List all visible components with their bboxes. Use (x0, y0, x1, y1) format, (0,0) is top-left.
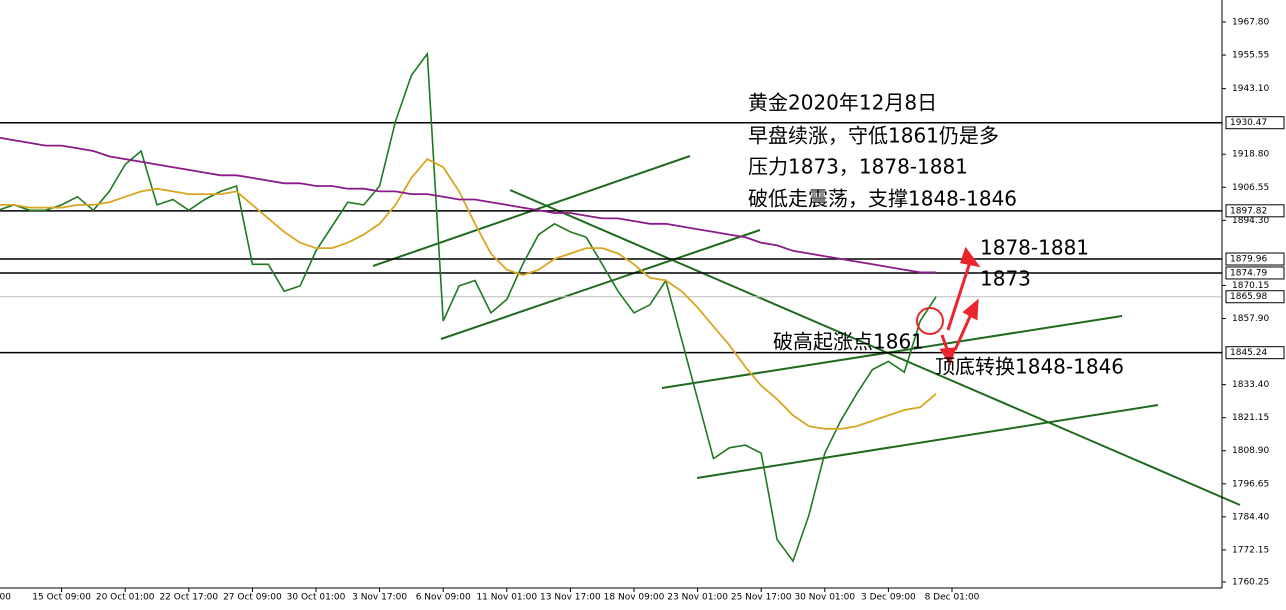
y-tick-label: 1821.15 (1232, 413, 1269, 423)
y-tick-label: 1955.55 (1232, 51, 1269, 61)
y-tick-label: 1918.80 (1232, 150, 1269, 160)
label: 1873 (980, 267, 1031, 291)
y-tick-label: 1857.90 (1232, 314, 1269, 324)
x-tick-label: 8 Dec 01:00 (925, 593, 980, 603)
x-tick-label: 6 Nov 09:00 (416, 593, 471, 603)
series-line (0, 136, 937, 274)
price-label-box (1225, 346, 1285, 360)
y-tick-label: 1796.65 (1232, 479, 1269, 489)
y-tick-label: 1870.15 (1232, 281, 1269, 291)
annotation: 黄金2020年12月8日 (748, 91, 937, 115)
price-label: 1865.98 (1230, 292, 1267, 302)
arrows (916, 246, 981, 366)
series-line (0, 51, 937, 563)
price-label-box (1225, 204, 1285, 218)
x-tick-label: 30 Nov 01:00 (794, 593, 855, 603)
y-tick-label: 1784.40 (1232, 512, 1269, 522)
y-tick-label: 1894.30 (1232, 216, 1269, 226)
label: 破高起涨点1861 (773, 330, 924, 354)
y-tick-label: 1833.40 (1232, 380, 1269, 390)
series-line (0, 157, 937, 430)
price-label: 1874.79 (1230, 268, 1267, 278)
annotation: 压力1873，1878-1881 (748, 155, 968, 179)
x-tick-label: 17:00 (0, 593, 11, 603)
y-tick-label: 1943.10 (1232, 84, 1269, 94)
label: 顶底转换1848-1846 (935, 355, 1124, 379)
price-label-box (1225, 290, 1285, 304)
y-tick-label: 1772.15 (1232, 545, 1269, 555)
x-tick-label: 15 Oct 09:00 (32, 593, 91, 603)
y-tick-label: 1906.55 (1232, 183, 1269, 193)
y-tick-label: 1967.80 (1232, 17, 1269, 27)
x-tick-label: 13 Nov 17:00 (540, 593, 601, 603)
x-tick-label: 20 Oct 01:00 (96, 593, 155, 603)
x-tick-label: 3 Dec 09:00 (861, 593, 916, 603)
series-layer (0, 51, 1222, 563)
x-tick-label: 23 Nov 01:00 (667, 593, 728, 603)
label: 1878-1881 (980, 236, 1089, 260)
price-label: 1845.24 (1230, 348, 1267, 358)
x-tick-label: 27 Oct 09:00 (223, 593, 282, 603)
x-tick-label: 25 Nov 17:00 (731, 593, 792, 603)
x-tick-label: 22 Oct 17:00 (159, 593, 218, 603)
x-tick-label: 11 Nov 01:00 (476, 593, 537, 603)
x-tick-label: 18 Nov 09:00 (604, 593, 665, 603)
price-label-box (1225, 266, 1285, 280)
price-label: 1879.96 (1230, 255, 1267, 265)
price-label: 1930.47 (1230, 118, 1267, 128)
price-label: 1897.82 (1230, 206, 1267, 216)
annotation: 早盘续涨，守低1861仍是多 (748, 124, 999, 148)
y-tick-label: 1760.25 (1232, 578, 1269, 588)
y-tick-label: 1808.90 (1232, 446, 1269, 456)
x-tick-label: 30 Oct 01:00 (287, 593, 346, 603)
price-label-box (1225, 116, 1285, 130)
price-label-box (1225, 252, 1285, 266)
trend-lines (372, 155, 1241, 506)
x-tick-label: 3 Nov 17:00 (352, 593, 407, 603)
annotation: 破低走震荡，支撑1848-1846 (748, 187, 1017, 211)
